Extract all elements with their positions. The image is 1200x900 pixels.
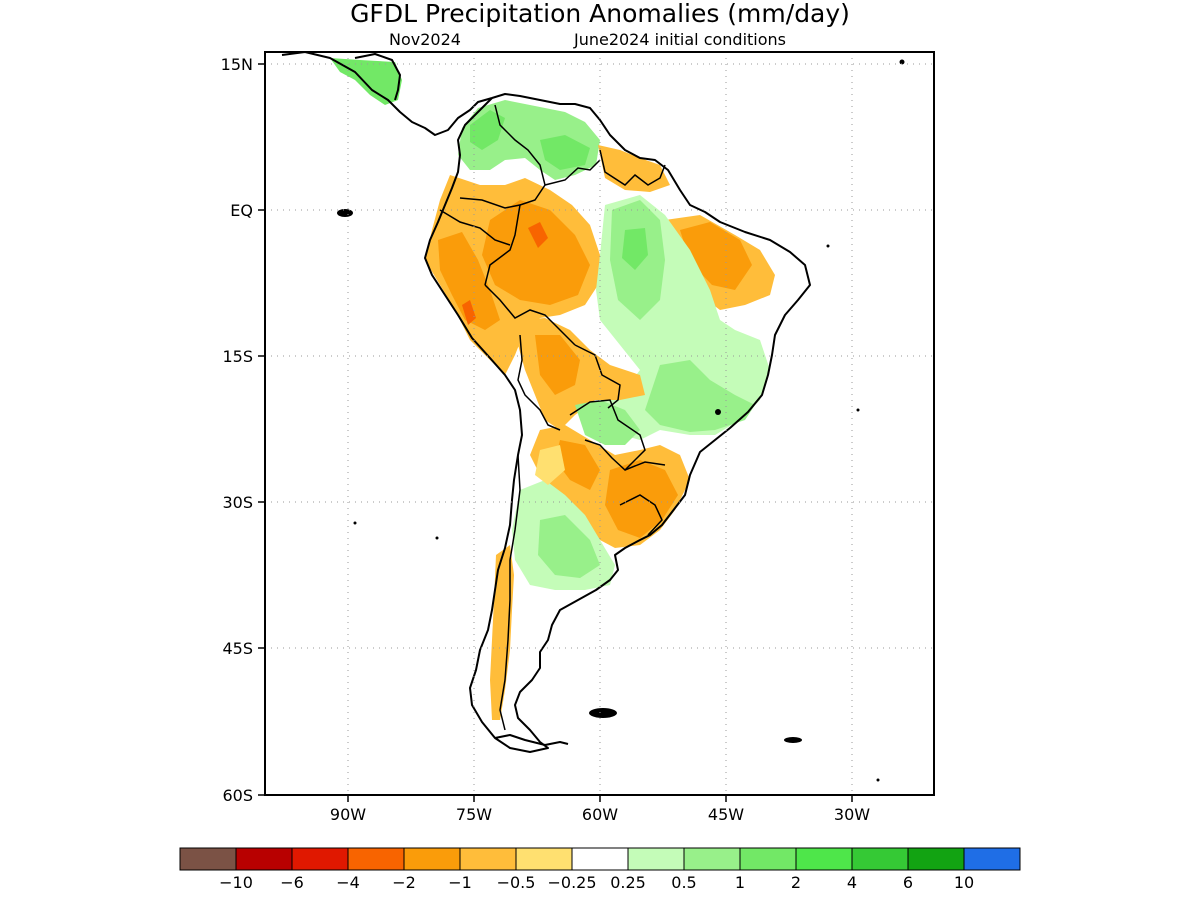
lat-label-30s: 30S (222, 493, 253, 512)
border-colombia-peru (459, 197, 521, 286)
colorbar-label: −2 (392, 873, 416, 892)
colorbar-label: 1 (735, 873, 745, 892)
colorbar-swatch (963, 847, 1021, 871)
colorbar-label: −6 (280, 873, 304, 892)
axis-ticks (258, 63, 853, 802)
tierra-del-fuego (494, 734, 569, 746)
caribbean-coastline (354, 53, 401, 101)
colorbar-swatch (683, 847, 741, 871)
lon-label-75w: 75W (456, 805, 492, 824)
border-peru-brazil (484, 284, 576, 346)
colorbar-swatch (291, 847, 349, 871)
colorbar-swatch (179, 847, 237, 871)
border-argentina-brazil (624, 461, 666, 471)
lon-label-60w: 60W (582, 805, 618, 824)
colorbar-label: −4 (336, 873, 360, 892)
south-dry-west (555, 440, 600, 490)
western-dry-anomaly-core (482, 200, 590, 305)
island-dot-5 (876, 778, 880, 782)
colorbar-swatch (739, 847, 797, 871)
central-argentina-wet-core (538, 515, 600, 578)
island-dot-3 (353, 521, 357, 525)
border-bolivia-brazil (574, 344, 621, 409)
central-brazil-wet-east (645, 360, 755, 432)
bolivia-dry-core (535, 335, 580, 395)
map-panel: 15N EQ 15S 30S 45S 60S 90W 75W 60W 45W 3… (221, 51, 935, 824)
border-bolivia-chile (517, 334, 561, 431)
south-america-coastline (424, 93, 811, 753)
lat-label-eq: EQ (230, 201, 253, 220)
paraguay-wet-anomaly (575, 400, 640, 445)
colorbar-swatch (235, 847, 293, 871)
initial-conditions-label: June2024 initial conditions (573, 30, 786, 49)
central-america-coastline (281, 51, 493, 136)
colorbar-label: 4 (847, 873, 857, 892)
colorbar-swatch (795, 847, 853, 871)
central-brazil-wet-peak (622, 228, 648, 270)
chile-north-dry-anomaly (535, 445, 565, 485)
colorbar-label: 0.5 (671, 873, 696, 892)
colorbar-swatch (515, 847, 573, 871)
country-borders (439, 104, 666, 731)
colorbar-label: 2 (791, 873, 801, 892)
border-venezuela-brazil (544, 159, 601, 186)
south-dry-core (605, 460, 678, 538)
northeast-brazil-dry-core (680, 222, 752, 290)
south-georgia (784, 737, 802, 743)
colorbar-label: 0.25 (610, 873, 646, 892)
lon-label-30w: 30W (834, 805, 870, 824)
colorbar-swatch (403, 847, 461, 871)
border-uruguay (619, 494, 663, 536)
north-wet-anomaly-core2 (540, 135, 590, 170)
colorbar: −10 −6 −4 −2 −1 −0.5 −0.25 0.25 0.5 1 2 4 6 10 (179, 847, 1021, 892)
guianas-dry-anomaly (598, 145, 670, 192)
colorbar-label: −1 (448, 873, 472, 892)
border-colombia-venezuela (494, 104, 546, 206)
border-ecuador-peru (439, 209, 511, 246)
colorbar-label: 6 (903, 873, 913, 892)
peru-dry-anomaly-peak (462, 300, 476, 325)
island-dot-1 (899, 59, 905, 65)
colorbar-label: −0.25 (547, 873, 596, 892)
colorbar-swatch (627, 847, 685, 871)
colorbar-swatch (347, 847, 405, 871)
colorbar-label: 10 (954, 873, 974, 892)
longitude-labels: 90W 75W 60W 45W 30W (330, 805, 870, 824)
islands (337, 59, 905, 782)
colorbar-swatch (571, 847, 629, 871)
lon-label-90w: 90W (330, 805, 366, 824)
coastlines (281, 51, 811, 753)
colorbar-label: −0.5 (497, 873, 536, 892)
colorbar-label: −10 (219, 873, 253, 892)
island-dot-4 (435, 536, 439, 540)
colorbar-swatch (907, 847, 965, 871)
border-argentina-chile (499, 454, 521, 731)
lat-label-15n: 15N (221, 55, 253, 74)
map-title: GFDL Precipitation Anomalies (mm/day) (350, 0, 850, 28)
lat-label-60s: 60S (222, 786, 253, 805)
latitude-labels: 15N EQ 15S 30S 45S 60S (221, 55, 253, 805)
western-dry-anomaly-peak (528, 222, 548, 248)
galapagos-islands (337, 209, 353, 217)
forecast-month-label: Nov2024 (389, 30, 461, 49)
colorbar-swatch (851, 847, 909, 871)
lat-label-45s: 45S (222, 639, 253, 658)
colorbar-swatch (459, 847, 517, 871)
western-dry-anomaly-peru (438, 232, 500, 330)
island-dot-2 (856, 408, 860, 412)
falkland-islands (589, 708, 617, 718)
lon-label-45w: 45W (708, 805, 744, 824)
island-dot-7 (715, 409, 721, 415)
north-wet-anomaly-core (470, 110, 505, 150)
lat-label-15s: 15S (222, 347, 253, 366)
island-dot-6 (826, 244, 830, 248)
central-america-wet-anomaly (330, 58, 402, 105)
border-guianas (599, 149, 666, 186)
